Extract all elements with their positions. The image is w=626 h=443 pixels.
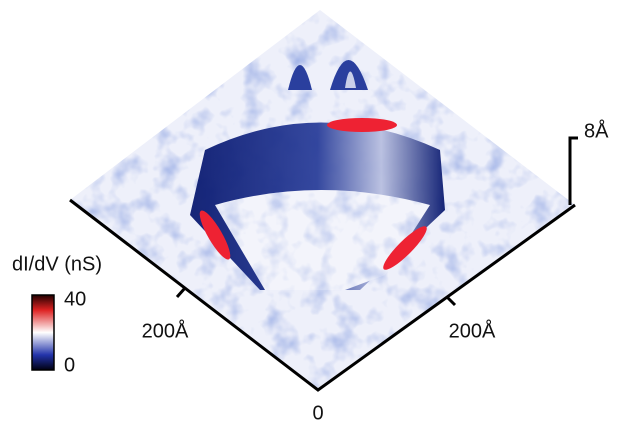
origin-label: 0 xyxy=(312,402,323,424)
figure: 200Å 200Å 0 8Å dI/dV (nS) 40 0 xyxy=(0,0,626,438)
right-axis-label: 200Å xyxy=(449,319,496,342)
colorbar xyxy=(32,295,54,370)
colorbar-min: 0 xyxy=(64,354,75,376)
surface xyxy=(60,0,590,400)
colorbar-label: dI/dV (nS) xyxy=(12,253,102,275)
colorbar-max: 40 xyxy=(64,288,86,310)
height-label: 8Å xyxy=(584,119,609,142)
left-axis-label: 200Å xyxy=(142,319,189,342)
